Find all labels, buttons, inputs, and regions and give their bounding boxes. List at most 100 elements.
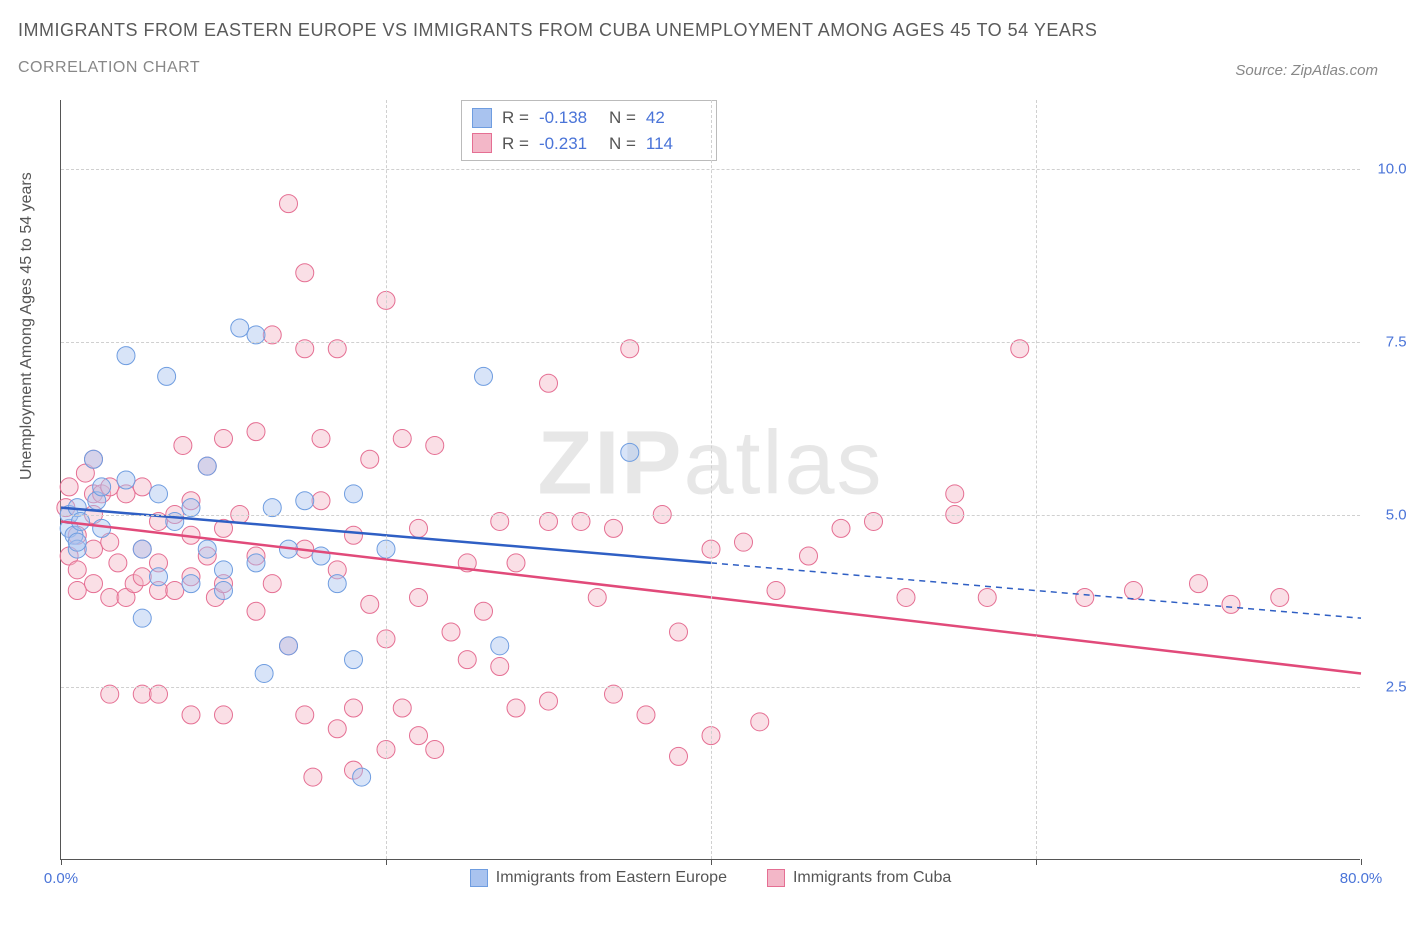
- scatter-point-cuba: [588, 588, 606, 606]
- scatter-point-cuba: [133, 478, 151, 496]
- scatter-point-eastern_europe: [353, 768, 371, 786]
- scatter-point-cuba: [247, 602, 265, 620]
- chart-container: IMMIGRANTS FROM EASTERN EUROPE VS IMMIGR…: [0, 0, 1406, 930]
- scatter-point-cuba: [68, 561, 86, 579]
- scatter-point-eastern_europe: [312, 547, 330, 565]
- scatter-point-cuba: [491, 658, 509, 676]
- scatter-point-cuba: [68, 582, 86, 600]
- plot-area: ZIPatlas R = -0.138 N = 42 R = -0.231 N …: [60, 100, 1360, 860]
- scatter-point-cuba: [1271, 588, 1289, 606]
- x-tick: [386, 859, 387, 865]
- scatter-point-cuba: [540, 374, 558, 392]
- legend-label-cuba: Immigrants from Cuba: [793, 869, 951, 887]
- legend-swatch-cuba: [767, 869, 785, 887]
- scatter-point-cuba: [1076, 588, 1094, 606]
- scatter-point-eastern_europe: [93, 478, 111, 496]
- scatter-point-cuba: [1222, 595, 1240, 613]
- scatter-point-eastern_europe: [117, 471, 135, 489]
- scatter-point-cuba: [475, 602, 493, 620]
- scatter-point-eastern_europe: [475, 367, 493, 385]
- scatter-point-cuba: [800, 547, 818, 565]
- x-tick-label: 0.0%: [44, 870, 78, 887]
- scatter-point-cuba: [426, 740, 444, 758]
- scatter-point-cuba: [670, 623, 688, 641]
- gridline-v: [386, 100, 387, 859]
- y-tick-label: 2.5%: [1386, 679, 1406, 696]
- scatter-point-cuba: [182, 706, 200, 724]
- scatter-point-cuba: [540, 692, 558, 710]
- scatter-point-cuba: [263, 575, 281, 593]
- scatter-point-cuba: [361, 450, 379, 468]
- x-tick: [711, 859, 712, 865]
- y-tick-label: 7.5%: [1386, 333, 1406, 350]
- scatter-point-eastern_europe: [182, 575, 200, 593]
- chart-title: IMMIGRANTS FROM EASTERN EUROPE VS IMMIGR…: [18, 20, 1097, 41]
- scatter-point-cuba: [637, 706, 655, 724]
- scatter-point-cuba: [174, 436, 192, 454]
- legend-item-cuba: Immigrants from Cuba: [767, 869, 951, 887]
- scatter-point-cuba: [328, 720, 346, 738]
- scatter-point-eastern_europe: [328, 575, 346, 593]
- scatter-point-eastern_europe: [150, 568, 168, 586]
- scatter-point-cuba: [426, 436, 444, 454]
- scatter-point-cuba: [410, 588, 428, 606]
- scatter-point-cuba: [85, 575, 103, 593]
- gridline-v: [711, 100, 712, 859]
- scatter-point-eastern_europe: [215, 582, 233, 600]
- scatter-point-cuba: [410, 519, 428, 537]
- scatter-point-cuba: [345, 699, 363, 717]
- scatter-point-cuba: [85, 540, 103, 558]
- scatter-point-cuba: [361, 595, 379, 613]
- legend-item-eastern-europe: Immigrants from Eastern Europe: [470, 869, 727, 887]
- legend-label-eastern-europe: Immigrants from Eastern Europe: [496, 869, 727, 887]
- scatter-point-eastern_europe: [247, 554, 265, 572]
- scatter-point-eastern_europe: [296, 492, 314, 510]
- scatter-point-eastern_europe: [68, 533, 86, 551]
- scatter-point-eastern_europe: [280, 637, 298, 655]
- source-name: ZipAtlas.com: [1291, 62, 1378, 79]
- y-tick-label: 5.0%: [1386, 506, 1406, 523]
- scatter-point-eastern_europe: [93, 519, 111, 537]
- scatter-point-eastern_europe: [150, 485, 168, 503]
- scatter-point-cuba: [215, 706, 233, 724]
- scatter-point-cuba: [1190, 575, 1208, 593]
- scatter-point-eastern_europe: [133, 609, 151, 627]
- scatter-point-cuba: [507, 699, 525, 717]
- scatter-point-eastern_europe: [133, 540, 151, 558]
- scatter-point-cuba: [767, 582, 785, 600]
- scatter-point-cuba: [312, 430, 330, 448]
- scatter-point-cuba: [410, 727, 428, 745]
- scatter-point-eastern_europe: [117, 347, 135, 365]
- x-tick-label: 80.0%: [1340, 870, 1383, 887]
- x-tick: [61, 859, 62, 865]
- scatter-point-cuba: [393, 430, 411, 448]
- bottom-legend: Immigrants from Eastern Europe Immigrant…: [61, 869, 1360, 887]
- scatter-point-eastern_europe: [345, 485, 363, 503]
- title-block: IMMIGRANTS FROM EASTERN EUROPE VS IMMIGR…: [18, 20, 1097, 77]
- scatter-point-cuba: [133, 568, 151, 586]
- scatter-point-cuba: [507, 554, 525, 572]
- scatter-point-cuba: [247, 423, 265, 441]
- scatter-point-cuba: [897, 588, 915, 606]
- scatter-point-cuba: [166, 582, 184, 600]
- scatter-point-cuba: [458, 651, 476, 669]
- scatter-point-eastern_europe: [158, 367, 176, 385]
- scatter-point-cuba: [605, 519, 623, 537]
- scatter-point-cuba: [296, 706, 314, 724]
- scatter-point-cuba: [393, 699, 411, 717]
- scatter-point-eastern_europe: [491, 637, 509, 655]
- scatter-point-cuba: [832, 519, 850, 537]
- scatter-point-eastern_europe: [255, 664, 273, 682]
- scatter-point-cuba: [101, 588, 119, 606]
- scatter-point-cuba: [109, 554, 127, 572]
- chart-subtitle: CORRELATION CHART: [18, 59, 1097, 77]
- scatter-point-eastern_europe: [85, 450, 103, 468]
- y-axis-title: Unemployment Among Ages 45 to 54 years: [18, 172, 36, 480]
- gridline-v: [1036, 100, 1037, 859]
- scatter-point-cuba: [312, 492, 330, 510]
- scatter-point-eastern_europe: [621, 443, 639, 461]
- source-prefix: Source:: [1235, 62, 1291, 79]
- x-tick: [1361, 859, 1362, 865]
- scatter-point-cuba: [670, 747, 688, 765]
- y-tick-label: 10.0%: [1377, 161, 1406, 178]
